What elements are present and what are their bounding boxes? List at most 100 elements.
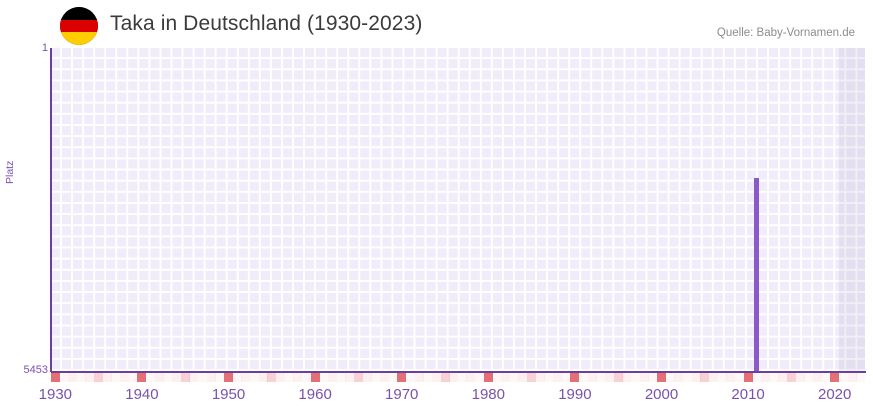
year-marker	[353, 373, 363, 382]
year-marker	[163, 373, 173, 382]
year-marker	[120, 373, 130, 382]
year-marker	[293, 373, 303, 382]
x-axis-tick-label: 2010	[731, 386, 765, 403]
year-marker	[501, 373, 511, 382]
flag-band-red	[60, 19, 98, 33]
x-axis-tick-label: 1990	[558, 386, 592, 403]
year-marker	[371, 373, 381, 382]
chart-title: Taka in Deutschland (1930-2023)	[110, 12, 423, 35]
year-marker	[561, 373, 571, 382]
year-marker	[518, 373, 528, 382]
year-marker	[50, 373, 60, 382]
year-marker	[466, 373, 476, 382]
year-marker	[301, 373, 311, 382]
flag-band-black	[60, 7, 98, 20]
year-marker	[830, 373, 840, 382]
year-marker	[760, 373, 770, 382]
year-marker	[405, 373, 415, 382]
year-marker	[717, 373, 727, 382]
year-marker	[700, 373, 710, 382]
year-marker	[388, 373, 398, 382]
year-marker	[319, 373, 329, 382]
y-axis-line	[50, 48, 52, 372]
year-marker	[128, 373, 138, 382]
year-marker	[605, 373, 615, 382]
year-marker	[180, 373, 190, 382]
year-marker	[596, 373, 606, 382]
year-marker	[726, 373, 736, 382]
y-axis-tick-bottom: 5453	[23, 364, 48, 376]
german-flag-icon	[60, 7, 98, 45]
year-marker	[431, 373, 441, 382]
year-marker	[172, 373, 182, 382]
year-marker	[85, 373, 95, 382]
year-marker	[475, 373, 485, 382]
year-marker	[769, 373, 779, 382]
year-marker	[838, 373, 848, 382]
year-marker	[812, 373, 822, 382]
year-marker	[691, 373, 701, 382]
year-marker	[657, 373, 666, 382]
year-marker	[483, 373, 493, 382]
year-marker	[665, 373, 675, 382]
year-marker	[527, 373, 537, 382]
year-marker	[397, 373, 407, 382]
year-marker	[241, 373, 251, 382]
year-marker	[553, 373, 563, 382]
year-marker	[250, 373, 259, 382]
y-axis-tick-top: 1	[41, 42, 48, 54]
year-marker	[509, 373, 519, 382]
year-marker	[492, 373, 502, 382]
year-marker	[224, 373, 234, 382]
year-marker	[795, 373, 805, 382]
year-marker	[579, 373, 589, 382]
year-marker	[570, 373, 580, 382]
year-marker	[622, 373, 632, 382]
grid-lines	[51, 48, 865, 372]
year-marker	[752, 373, 762, 382]
year-marker	[146, 373, 156, 382]
year-marker	[847, 373, 857, 382]
x-axis-tick-label: 1980	[471, 386, 505, 403]
year-marker	[639, 373, 649, 382]
year-marker	[674, 373, 684, 382]
year-marker	[189, 373, 199, 382]
x-axis-tick-label: 1960	[298, 386, 332, 403]
y-axis-title: Platz	[4, 160, 16, 184]
year-marker	[449, 373, 459, 382]
year-marker	[587, 373, 597, 382]
bar-series	[51, 48, 865, 372]
year-marker	[154, 373, 164, 382]
year-marker	[544, 373, 554, 382]
year-marker	[111, 373, 121, 382]
year-marker	[310, 373, 320, 382]
year-marker	[414, 373, 424, 382]
year-marker	[457, 373, 467, 382]
x-axis-year-markers	[50, 373, 866, 382]
year-marker	[778, 373, 788, 382]
year-marker	[708, 373, 718, 382]
year-marker	[682, 373, 692, 382]
year-marker	[856, 373, 866, 382]
year-marker	[631, 373, 641, 382]
x-axis-tick-label: 1940	[125, 386, 159, 403]
year-marker	[336, 373, 346, 382]
year-marker	[804, 373, 814, 382]
year-marker	[821, 373, 831, 382]
year-marker	[786, 373, 796, 382]
year-marker	[327, 373, 337, 382]
year-marker	[535, 373, 545, 382]
year-marker	[734, 373, 744, 382]
year-marker	[613, 373, 623, 382]
year-marker	[206, 373, 216, 382]
year-marker	[102, 373, 112, 382]
x-axis-tick-label: 1930	[38, 386, 73, 403]
year-marker	[94, 373, 104, 382]
year-marker	[76, 373, 86, 382]
year-marker	[345, 373, 355, 382]
year-marker	[198, 373, 208, 382]
year-marker	[423, 373, 433, 382]
year-marker	[648, 373, 658, 382]
bar	[754, 177, 760, 372]
